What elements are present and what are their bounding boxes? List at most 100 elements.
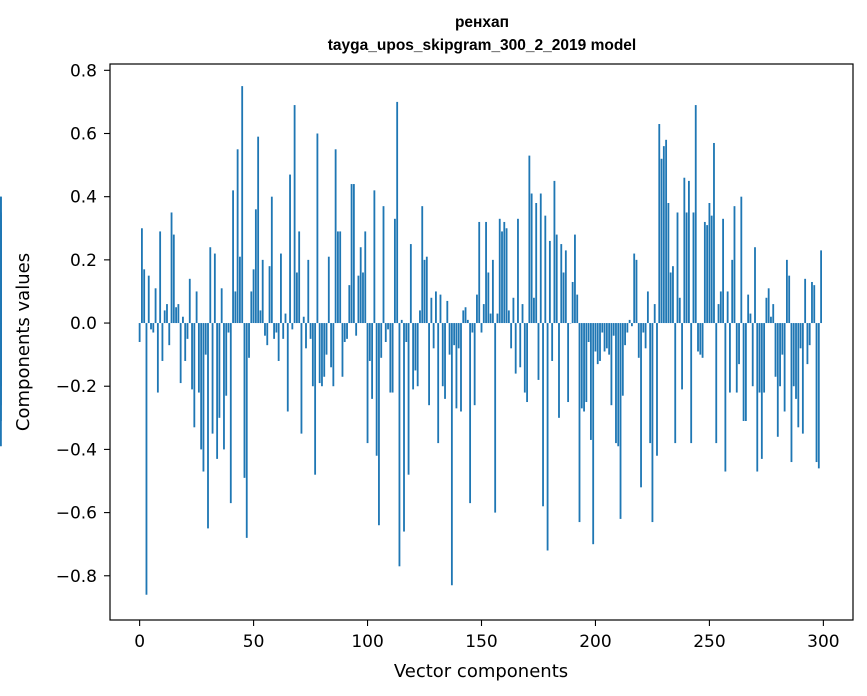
x-tick-label: 250 — [693, 632, 725, 652]
bar — [642, 323, 645, 333]
bar — [653, 304, 656, 324]
bar — [421, 206, 424, 324]
bar — [724, 323, 727, 472]
bar — [348, 285, 351, 324]
bar — [583, 323, 585, 412]
bar — [138, 323, 141, 342]
bar — [792, 323, 795, 387]
bar — [672, 266, 674, 324]
bar — [788, 275, 791, 324]
bar — [211, 323, 214, 434]
bar — [542, 323, 544, 507]
bar — [717, 304, 720, 324]
bar — [341, 323, 344, 377]
bar — [270, 196, 273, 324]
bar — [772, 304, 775, 324]
bar — [259, 310, 262, 324]
bar — [760, 323, 763, 459]
bar — [396, 101, 399, 324]
bar — [352, 184, 355, 324]
bar — [439, 294, 442, 324]
bar — [512, 297, 515, 324]
bar — [293, 105, 296, 324]
bar — [168, 323, 171, 346]
bar — [740, 196, 743, 324]
bar — [156, 323, 159, 393]
bar — [435, 291, 437, 324]
bar — [592, 323, 595, 545]
bar — [779, 323, 781, 387]
bar — [355, 323, 358, 336]
bar — [651, 323, 654, 523]
bar — [514, 323, 517, 374]
bar — [0, 215, 2, 324]
bar — [687, 180, 690, 324]
bar — [713, 142, 715, 324]
bar — [813, 285, 816, 324]
bar — [232, 190, 234, 324]
bar — [309, 323, 312, 339]
bar — [213, 253, 216, 324]
bar — [498, 218, 501, 324]
y-tick-label: 0.8 — [70, 61, 97, 81]
bar — [801, 323, 804, 434]
bar — [599, 323, 601, 361]
y-tick-label: −0.8 — [56, 567, 97, 587]
bar — [236, 149, 239, 324]
bar — [455, 323, 458, 409]
bar — [0, 304, 2, 324]
bar — [387, 323, 389, 330]
bar — [0, 323, 2, 421]
bar — [323, 323, 326, 377]
bar — [473, 323, 476, 406]
bar — [656, 323, 658, 456]
bar — [371, 323, 374, 399]
bar — [266, 323, 269, 346]
bar — [781, 323, 784, 355]
bar — [808, 323, 811, 346]
y-tick-label: 0.0 — [70, 314, 97, 334]
bar — [261, 259, 264, 324]
bar — [302, 316, 305, 324]
bar — [405, 323, 408, 342]
x-tick-label: 150 — [465, 632, 497, 652]
bar — [562, 272, 565, 324]
bar — [359, 247, 362, 324]
bar — [485, 221, 487, 324]
bar — [799, 323, 802, 349]
bar — [291, 323, 294, 330]
bar — [316, 133, 319, 324]
bar — [430, 297, 433, 324]
bar — [776, 323, 779, 437]
bar — [494, 323, 497, 513]
bar — [476, 294, 478, 324]
bar — [587, 323, 590, 342]
bar — [535, 203, 538, 324]
bar — [204, 323, 207, 355]
bar — [453, 323, 456, 346]
bar — [608, 323, 611, 355]
bar — [305, 323, 307, 349]
bar — [391, 323, 394, 393]
bar — [817, 323, 820, 469]
y-axis-label: Components values — [13, 253, 34, 431]
bar — [248, 323, 250, 358]
bar — [375, 323, 378, 456]
bar — [448, 323, 451, 355]
bar — [277, 323, 280, 361]
bar — [578, 323, 581, 523]
bar — [216, 323, 219, 459]
bar — [311, 323, 314, 387]
bar — [596, 323, 599, 365]
bar — [626, 323, 629, 333]
bar — [555, 234, 558, 324]
bar — [184, 323, 187, 361]
bar — [530, 193, 533, 324]
bar — [152, 323, 155, 333]
bar — [398, 323, 401, 567]
bar — [633, 253, 636, 324]
bar — [400, 319, 403, 324]
bar — [220, 288, 223, 324]
bar — [560, 244, 563, 324]
bar — [644, 323, 647, 349]
